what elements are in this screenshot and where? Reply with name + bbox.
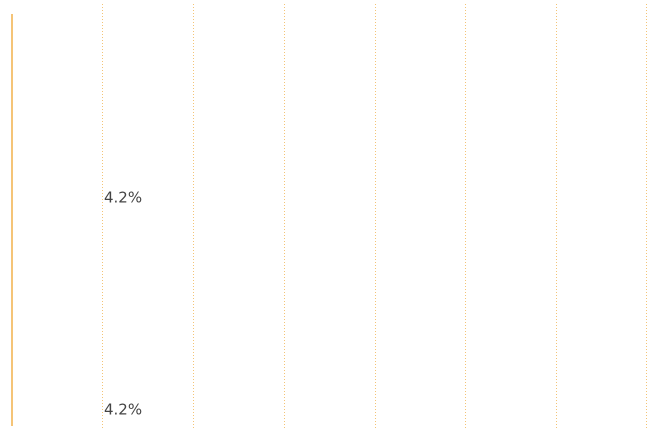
value-label: 4.2% [104,189,142,207]
value-label: 4.2% [104,401,142,419]
